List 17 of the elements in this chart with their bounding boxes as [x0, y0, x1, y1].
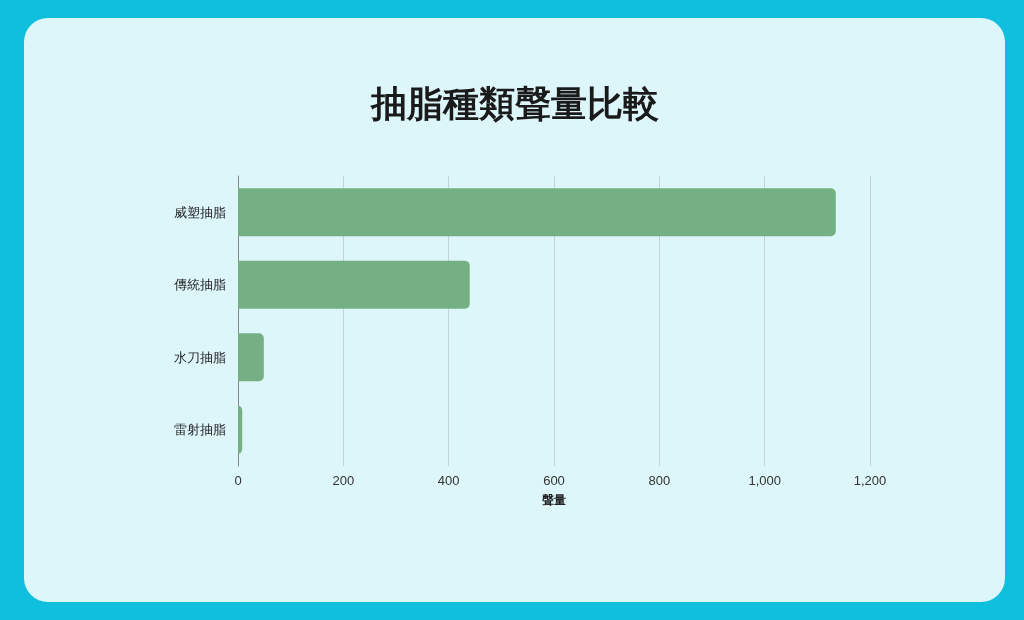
y-tick-label: 威塑抽脂	[174, 204, 226, 220]
bar	[238, 405, 243, 454]
x-tick-label: 800	[648, 473, 671, 488]
x-tick-label: 400	[437, 473, 460, 488]
x-tick-label: 200	[332, 473, 355, 488]
y-tick-label: 傳統抽脂	[173, 277, 226, 293]
x-tick-label: 1,000	[748, 473, 781, 488]
bar	[238, 333, 264, 382]
y-tick-label: 雷射抽脂	[174, 422, 226, 438]
bar	[238, 188, 836, 237]
chart-title: 抽脂種類聲量比較	[369, 82, 659, 124]
x-tick-label: 1,200	[853, 473, 887, 488]
x-axis-title: 聲量	[541, 493, 566, 507]
bar	[238, 260, 470, 309]
y-tick-label: 水刀抽脂	[174, 349, 226, 365]
x-tick-label: 600	[543, 473, 565, 488]
x-tick-label: 0	[234, 473, 242, 488]
